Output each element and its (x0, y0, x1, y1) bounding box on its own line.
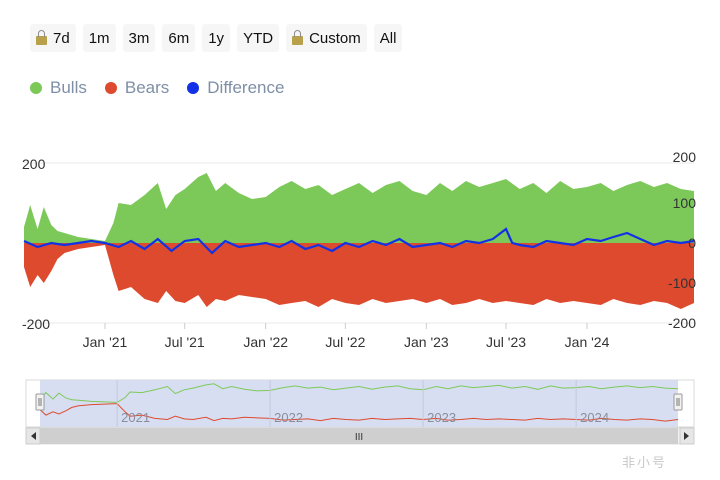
y-right-tick-label: 0 (688, 235, 696, 251)
navigator-year-label: 2023 (427, 410, 456, 425)
navigator-right-handle[interactable] (673, 393, 683, 411)
x-tick-label: Jan '21 (83, 334, 128, 350)
navigator-year-label: 2022 (274, 410, 303, 425)
range-button-1m[interactable]: 1m (82, 24, 116, 52)
bears-area (24, 243, 694, 309)
arrow-left-icon (31, 432, 36, 440)
range-button-label: Custom (309, 29, 361, 47)
range-button-label: 6m (168, 29, 190, 47)
lock-icon (36, 30, 47, 45)
x-tick-label: Jul '21 (165, 334, 205, 350)
range-button-1y[interactable]: 1y (202, 24, 231, 52)
difference-line (23, 227, 695, 255)
range-button-label: YTD (243, 29, 274, 47)
legend-item-difference[interactable]: Difference (187, 78, 284, 98)
bulls-area (24, 173, 694, 243)
legend: Bulls Bears Difference (30, 78, 284, 98)
navigator-year-label: 2021 (121, 410, 150, 425)
legend-item-bulls[interactable]: Bulls (30, 78, 87, 98)
range-button-label: All (379, 29, 397, 47)
bears-swatch-icon (104, 82, 117, 94)
navigator-year-label: 2024 (580, 410, 609, 425)
navigator-bulls-line (39, 383, 679, 403)
range-button-3m[interactable]: 3m (122, 24, 156, 52)
x-tick-label: Jul '22 (325, 334, 365, 350)
range-button-7d[interactable]: 7d (30, 24, 76, 52)
arrow-right-icon (684, 432, 689, 440)
range-button-all[interactable]: All (373, 24, 403, 52)
range-button-custom[interactable]: Custom (286, 24, 367, 52)
y-right-tick-label: 200 (673, 149, 697, 165)
x-tick-label: Jan '24 (565, 334, 610, 350)
legend-label-bulls: Bulls (50, 78, 87, 97)
scrollbar-grip-icon: III (355, 432, 363, 443)
x-tick-label: Jul '23 (486, 334, 526, 350)
lock-icon (292, 30, 304, 45)
x-tick-label: Jan '22 (243, 334, 288, 350)
navigator-bears-line (39, 403, 679, 422)
x-tick-label: Jan '23 (404, 334, 449, 350)
range-button-label: 1y (208, 29, 225, 47)
legend-item-bears[interactable]: Bears (104, 78, 170, 98)
navigator-left-handle[interactable] (35, 393, 45, 411)
difference-swatch-icon (187, 82, 200, 94)
y-right-tick-label: -200 (668, 315, 696, 331)
range-button-label: 1m (88, 29, 110, 47)
y-right-tick-label: 100 (673, 195, 697, 211)
y-left-tick-label: -200 (22, 316, 50, 332)
range-selector: 7d 1m 3m 6m 1y YTD Custom All (30, 24, 403, 54)
watermark: 非小号 (622, 455, 668, 470)
y-left-tick-label: 200 (22, 156, 46, 172)
bulls-swatch-icon (30, 82, 42, 94)
range-button-label: 7d (53, 29, 70, 47)
legend-label-bears: Bears (124, 78, 170, 97)
legend-label-difference: Difference (207, 78, 285, 97)
range-button-ytd[interactable]: YTD (237, 24, 280, 52)
range-button-6m[interactable]: 6m (162, 24, 196, 52)
range-button-label: 3m (128, 29, 150, 47)
y-right-tick-label: -100 (668, 275, 696, 291)
scrollbar-thumb[interactable] (40, 428, 678, 444)
